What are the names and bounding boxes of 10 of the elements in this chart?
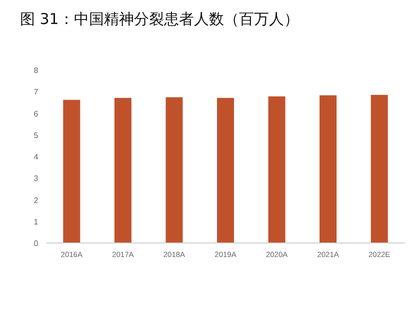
y-tick-label: 2 (34, 196, 39, 205)
y-tick-label: 7 (34, 88, 39, 97)
y-tick-label: 8 (34, 66, 39, 75)
y-tick-label: 0 (34, 239, 39, 248)
y-tick-label: 4 (34, 152, 39, 162)
y-tick-label: 6 (34, 109, 39, 118)
chart-title: 图 31：中国精神分裂患者人数（百万人） (20, 10, 299, 28)
y-tick-label: 3 (34, 174, 39, 184)
y-tick-label: 1 (34, 217, 39, 226)
y-tick-label: 5 (34, 130, 39, 140)
